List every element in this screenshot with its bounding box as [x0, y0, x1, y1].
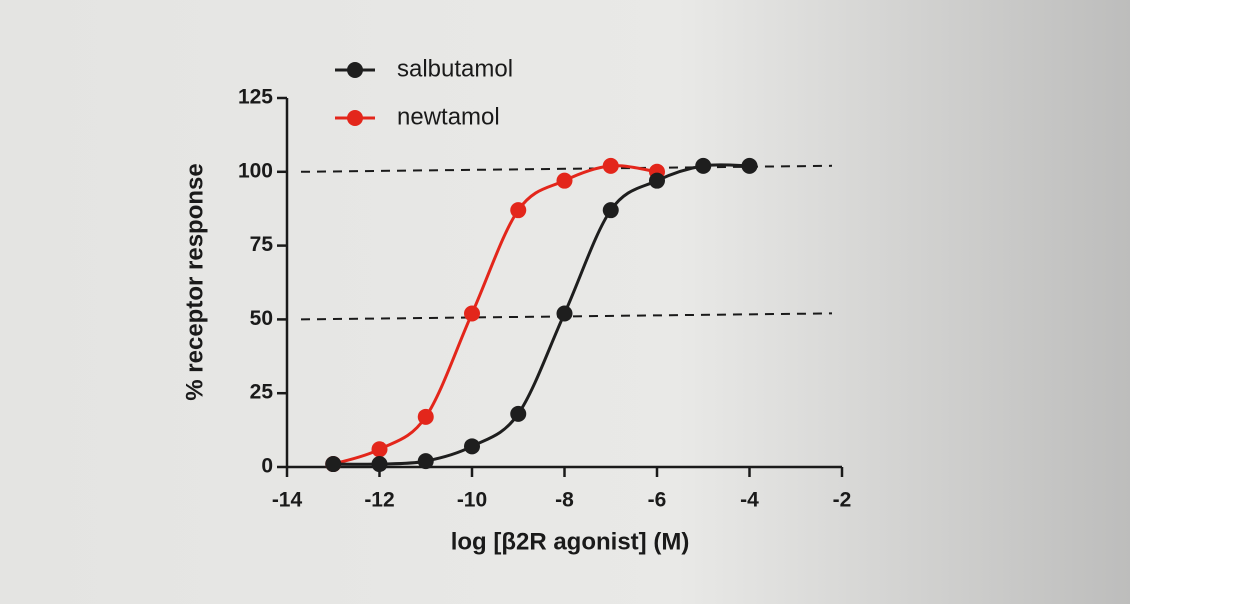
x-tick-label: -2 — [833, 489, 852, 512]
x-tick-label: -6 — [648, 489, 667, 512]
data-point — [510, 202, 527, 219]
x-tick-label: -14 — [272, 489, 303, 512]
x-axis-label: log [β2R agonist] (M) — [451, 528, 690, 555]
y-tick-label: 0 — [261, 455, 273, 478]
y-axis-label: % receptor response — [181, 163, 208, 400]
data-point — [371, 441, 388, 458]
data-point — [556, 305, 573, 322]
legend-marker — [347, 62, 363, 78]
reference-line — [300, 312, 833, 321]
data-point — [464, 305, 480, 322]
x-tick-label: -12 — [364, 489, 394, 512]
y-tick-label: 75 — [250, 233, 274, 256]
x-tick-label: -8 — [555, 489, 574, 512]
x-tick-label: -4 — [740, 489, 759, 512]
data-point — [741, 157, 758, 174]
photo-background — [0, 0, 1130, 604]
legend-label: salbutamol — [397, 55, 513, 82]
legend-marker — [347, 110, 363, 126]
y-tick-label: 25 — [250, 381, 274, 404]
data-point — [556, 172, 573, 189]
y-tick-label: 50 — [250, 307, 273, 330]
series-line — [332, 164, 658, 466]
data-point — [417, 408, 434, 425]
y-tick-label: 100 — [238, 159, 273, 182]
series-line — [333, 163, 750, 466]
data-point — [602, 202, 619, 219]
data-point — [695, 157, 712, 174]
data-point — [649, 172, 665, 189]
data-point — [464, 438, 480, 455]
data-point — [325, 456, 342, 473]
reference-line — [300, 164, 833, 173]
legend-label: newtamol — [397, 103, 500, 130]
data-point — [602, 157, 619, 174]
data-point — [417, 453, 434, 470]
y-tick-label: 125 — [238, 86, 273, 109]
data-point — [371, 456, 388, 473]
x-tick-label: -10 — [457, 489, 487, 512]
data-point — [510, 405, 527, 422]
